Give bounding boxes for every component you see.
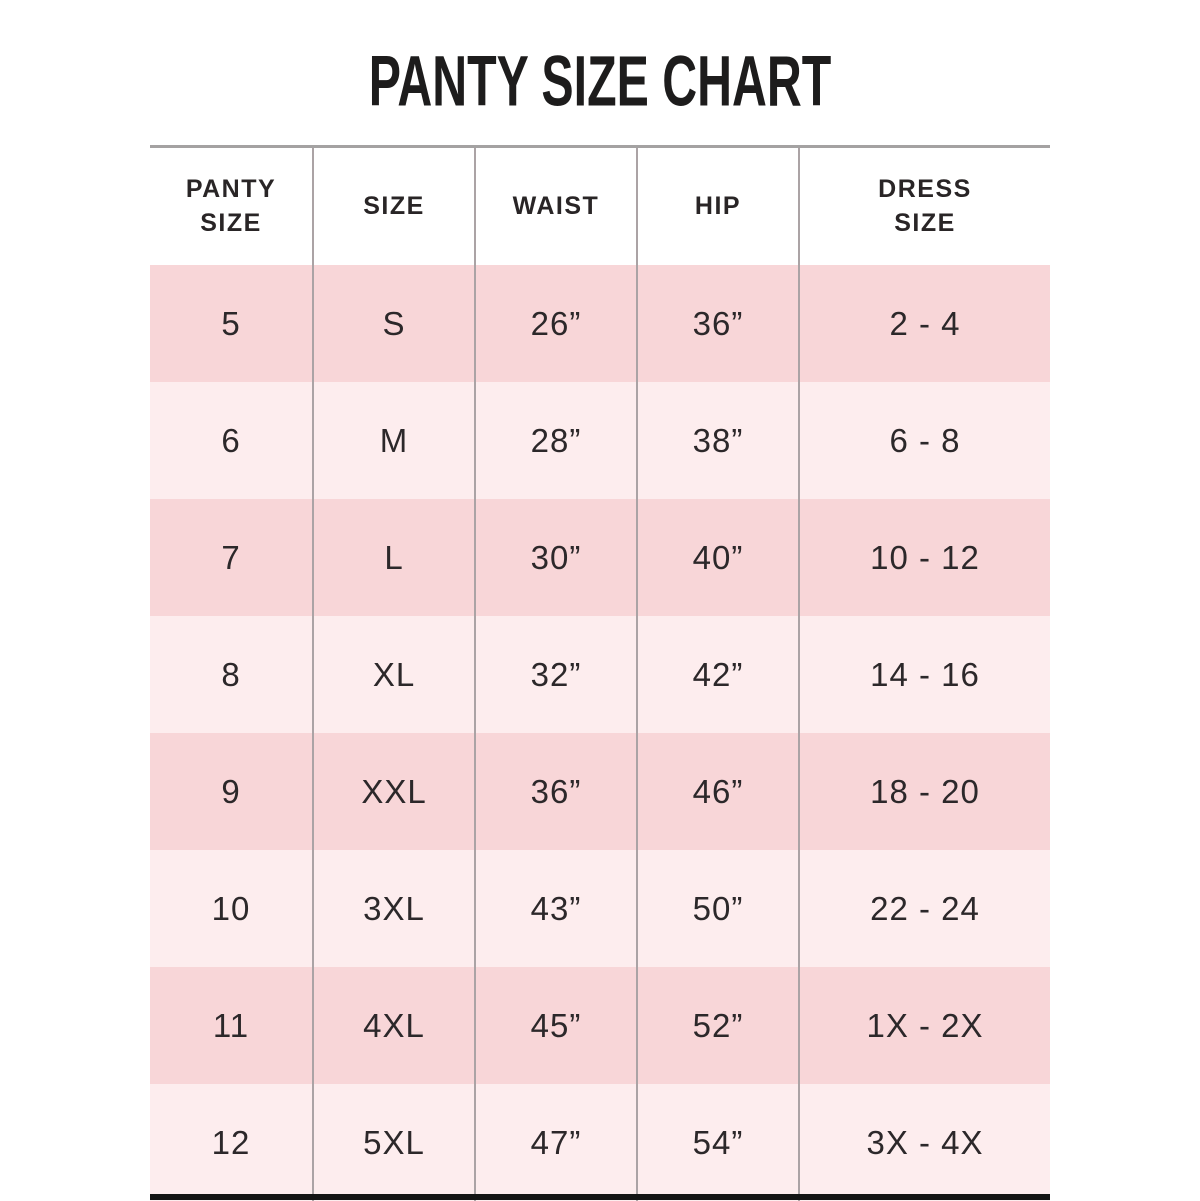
table-row: 6 M 28” 38” 6 - 8	[150, 382, 1050, 499]
header-waist: WAIST	[474, 148, 636, 265]
cell-panty-size: 5	[221, 304, 241, 342]
header-size: SIZE	[312, 148, 474, 265]
cell-hip: 40”	[636, 499, 798, 616]
cell-dress-size: 22 - 24	[798, 850, 1050, 967]
cell-panty-size: 11	[212, 1006, 250, 1044]
cell-dress-size: 10 - 12	[798, 499, 1050, 616]
cell-hip: 38”	[636, 382, 798, 499]
table-row: 11 4XL 45” 52” 1X - 2X	[150, 967, 1050, 1084]
cell-panty-size: 8	[221, 655, 241, 693]
cell-waist: 36”	[474, 733, 636, 850]
cell-size: 4XL	[312, 967, 474, 1084]
cell-size: XL	[312, 616, 474, 733]
cell-dress-size: 18 - 20	[798, 733, 1050, 850]
cell-waist: 43”	[474, 850, 636, 967]
table-row: 12 5XL 47” 54” 3X - 4X	[150, 1084, 1050, 1201]
cell-hip: 50”	[636, 850, 798, 967]
cell-size: S	[312, 265, 474, 382]
cell-hip: 46”	[636, 733, 798, 850]
cell-hip: 54”	[636, 1084, 798, 1201]
table-row: 8 XL 32” 42” 14 - 16	[150, 616, 1050, 733]
table-row: 5 S 26” 36” 2 - 4	[150, 265, 1050, 382]
header-dress-size: DRESS SIZE	[798, 148, 1050, 265]
cell-size: 3XL	[312, 850, 474, 967]
cell-size: 5XL	[312, 1084, 474, 1201]
cell-waist: 30”	[474, 499, 636, 616]
table-row: 9 XXL 36” 46” 18 - 20	[150, 733, 1050, 850]
cell-size: M	[312, 382, 474, 499]
cell-waist: 47”	[474, 1084, 636, 1201]
header-panty-size: PANTY SIZE	[185, 174, 277, 237]
page-title: PANTY SIZE CHART	[368, 41, 832, 122]
cell-dress-size: 6 - 8	[798, 382, 1050, 499]
cell-panty-size: 10	[211, 889, 251, 927]
header-hip: HIP	[636, 148, 798, 265]
cell-panty-size: 7	[221, 538, 241, 576]
cell-waist: 28”	[474, 382, 636, 499]
cell-waist: 26”	[474, 265, 636, 382]
cell-waist: 45”	[474, 967, 636, 1084]
table-bottom-border	[150, 1194, 1050, 1200]
cell-panty-size: 6	[221, 421, 241, 459]
cell-waist: 32”	[474, 616, 636, 733]
cell-dress-size: 14 - 16	[798, 616, 1050, 733]
cell-size: XXL	[312, 733, 474, 850]
cell-dress-size: 2 - 4	[798, 265, 1050, 382]
cell-size: L	[312, 499, 474, 616]
table-row: 10 3XL 43” 50” 22 - 24	[150, 850, 1050, 967]
cell-hip: 36”	[636, 265, 798, 382]
table-header-row: PANTY SIZE SIZE WAIST HIP DRESS SIZE	[150, 148, 1050, 265]
table-row: 7 L 30” 40” 10 - 12	[150, 499, 1050, 616]
cell-panty-size: 9	[221, 772, 241, 810]
size-chart-table: PANTY SIZE SIZE WAIST HIP DRESS SIZE 5 S…	[150, 145, 1050, 1201]
cell-dress-size: 3X - 4X	[798, 1084, 1050, 1201]
cell-hip: 52”	[636, 967, 798, 1084]
cell-panty-size: 12	[211, 1123, 251, 1161]
cell-hip: 42”	[636, 616, 798, 733]
cell-dress-size: 1X - 2X	[798, 967, 1050, 1084]
